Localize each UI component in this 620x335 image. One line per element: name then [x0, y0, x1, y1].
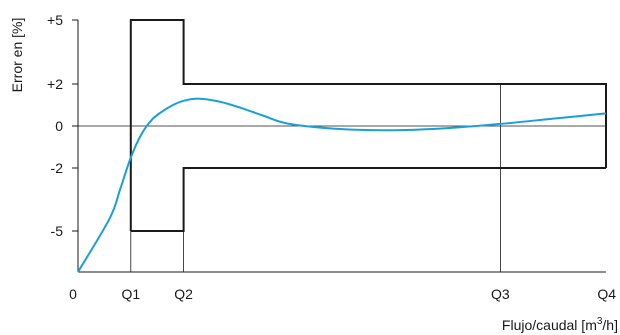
x-tick-label: 0 — [69, 286, 77, 302]
y-tick-label: -2 — [51, 160, 64, 176]
x-axis-title-main: Flujo/caudal [m — [502, 317, 597, 333]
x-axis-title: Flujo/caudal [m3/h] — [502, 316, 618, 333]
y-tick-label: -5 — [51, 223, 64, 239]
lower-limit-line — [130, 167, 606, 232]
x-tick-label: Q1 — [121, 286, 140, 302]
upper-limit-line — [129, 19, 607, 231]
error-curve — [77, 97, 607, 273]
x-axis-title-suffix: /h] — [602, 317, 618, 333]
y-tick-labels: +5 +2 0 -2 -5 — [47, 12, 78, 239]
y-tick-label: +5 — [47, 12, 63, 28]
x-tick-labels: 0 Q1 Q2 Q3 Q4 — [69, 286, 616, 302]
x-tick-label: Q2 — [174, 286, 193, 302]
tolerance-envelope — [129, 19, 607, 232]
error-curve-line — [77, 97, 607, 273]
y-tick-label: +2 — [47, 76, 63, 92]
x-axis-title-sup: 3 — [597, 316, 603, 327]
x-tick-label: Q4 — [597, 286, 616, 302]
x-tick-label: Q3 — [491, 286, 510, 302]
axes — [77, 20, 606, 273]
y-tick-label: 0 — [55, 118, 63, 134]
y-axis-title: Error en [%] — [9, 18, 25, 93]
